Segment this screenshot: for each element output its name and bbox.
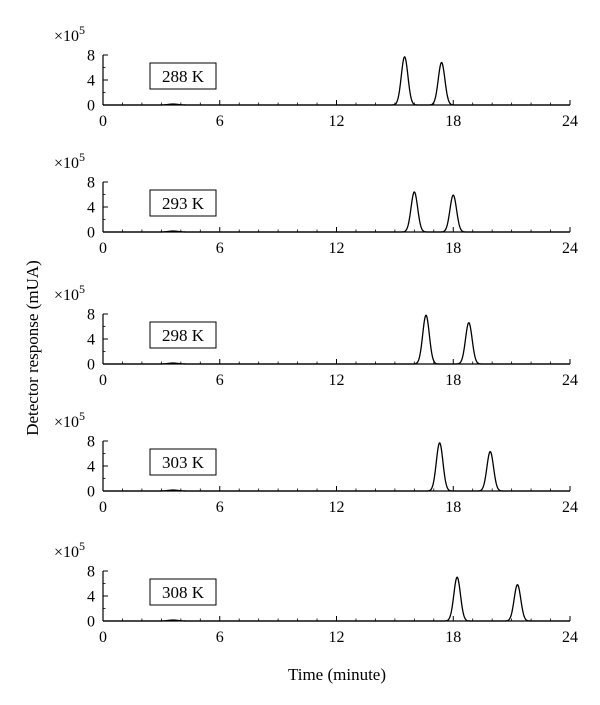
panel-2: 0 6 12 18 24 0 4 8×105 298 K bbox=[54, 282, 578, 389]
y-tick-label: 8 bbox=[87, 307, 95, 324]
x-tick-label: 18 bbox=[445, 499, 461, 516]
temperature-label: 303 K bbox=[162, 453, 205, 472]
y-tick-label: 8 bbox=[87, 48, 95, 65]
temperature-label: 288 K bbox=[162, 67, 205, 86]
x-tick-label: 18 bbox=[445, 629, 461, 646]
temperature-label-box bbox=[149, 578, 217, 606]
y-tick-label: 4 bbox=[87, 459, 95, 476]
y-tick-label: 0 bbox=[87, 225, 95, 242]
y-tick-label: 8 bbox=[87, 434, 95, 451]
y-multiplier-label: ×105 bbox=[54, 409, 85, 431]
x-tick-label: 6 bbox=[216, 113, 224, 130]
x-tick-label: 6 bbox=[216, 499, 224, 516]
temperature-label-box bbox=[149, 189, 217, 217]
x-tick-label: 18 bbox=[445, 113, 461, 130]
chromatogram-trace bbox=[103, 576, 570, 622]
y-axis-label: Detector response (mUA) bbox=[23, 260, 42, 436]
chromatogram-trace bbox=[103, 442, 570, 492]
chromatogram-trace bbox=[103, 191, 570, 233]
x-tick-label: 24 bbox=[562, 629, 578, 646]
x-tick-label: 12 bbox=[329, 240, 345, 257]
temperature-label: 298 K bbox=[162, 326, 205, 345]
temperature-label-box bbox=[149, 321, 217, 349]
y-tick-label: 8 bbox=[87, 175, 95, 192]
x-tick-label: 6 bbox=[216, 629, 224, 646]
y-multiplier-label: ×105 bbox=[54, 282, 85, 304]
x-tick-label: 18 bbox=[445, 372, 461, 389]
y-tick-label: 4 bbox=[87, 73, 95, 90]
x-tick-label: 0 bbox=[99, 113, 107, 130]
x-tick-label: 24 bbox=[562, 372, 578, 389]
panel-3: 0 6 12 18 24 0 4 8×105 303 K bbox=[54, 409, 578, 516]
temperature-label-box bbox=[149, 62, 217, 90]
x-tick-label: 12 bbox=[329, 372, 345, 389]
x-tick-label: 0 bbox=[99, 372, 107, 389]
x-tick-label: 24 bbox=[562, 499, 578, 516]
x-tick-label: 12 bbox=[329, 629, 345, 646]
temperature-label: 293 K bbox=[162, 194, 205, 213]
y-tick-label: 4 bbox=[87, 332, 95, 349]
x-tick-label: 18 bbox=[445, 240, 461, 257]
y-multiplier-label: ×105 bbox=[54, 539, 85, 561]
y-tick-label: 0 bbox=[87, 357, 95, 374]
panel-0: 0 6 12 18 24 0 4 8×105 288 K bbox=[54, 23, 578, 130]
x-tick-label: 12 bbox=[329, 499, 345, 516]
panel-1: 0 6 12 18 24 0 4 8×105 293 K bbox=[54, 150, 578, 257]
x-tick-label: 12 bbox=[329, 113, 345, 130]
chromatogram-trace bbox=[103, 314, 570, 365]
x-tick-label: 24 bbox=[562, 240, 578, 257]
y-tick-label: 8 bbox=[87, 564, 95, 581]
temperature-label: 308 K bbox=[162, 583, 205, 602]
y-tick-label: 0 bbox=[87, 614, 95, 631]
x-axis-label: Time (minute) bbox=[288, 665, 386, 684]
x-tick-label: 24 bbox=[562, 113, 578, 130]
x-tick-label: 6 bbox=[216, 240, 224, 257]
y-tick-label: 0 bbox=[87, 484, 95, 501]
y-tick-label: 0 bbox=[87, 98, 95, 115]
panel-4: 0 6 12 18 24 0 4 8×105 308 K bbox=[54, 539, 578, 646]
chromatogram-trace bbox=[103, 56, 570, 106]
temperature-label-box bbox=[149, 448, 217, 476]
y-multiplier-label: ×105 bbox=[54, 150, 85, 172]
x-tick-label: 0 bbox=[99, 499, 107, 516]
y-tick-label: 4 bbox=[87, 589, 95, 606]
x-tick-label: 0 bbox=[99, 240, 107, 257]
y-multiplier-label: ×105 bbox=[54, 23, 85, 45]
y-tick-label: 4 bbox=[87, 200, 95, 217]
x-tick-label: 0 bbox=[99, 629, 107, 646]
x-tick-label: 6 bbox=[216, 372, 224, 389]
